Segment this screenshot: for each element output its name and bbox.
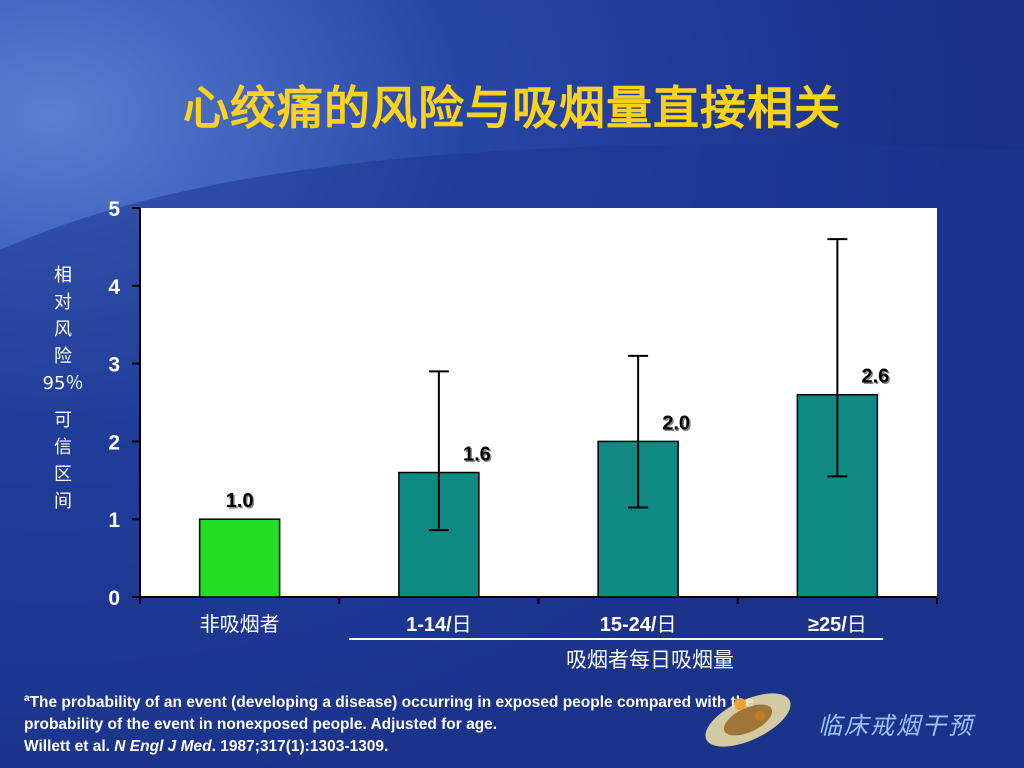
x-tick-label-unit: 非吸烟者 [200, 612, 280, 636]
y-tick-label: 0 [108, 587, 120, 610]
x-tick-label: 15-24/日 [600, 612, 677, 636]
footnote-marker: a [24, 693, 30, 704]
journal-name: N Engl J Med [114, 738, 212, 756]
y-axis-label-char: 间 [54, 491, 72, 512]
y-axis-label-char: 95％ [42, 373, 84, 394]
x-tick-label: 1-14/日 [406, 612, 472, 636]
y-tick-label: 3 [108, 354, 120, 377]
x-tick-label: 非吸烟者 [200, 612, 280, 636]
y-tick-label: 2 [108, 431, 120, 454]
data-label-shadow: 2.6 [863, 367, 891, 389]
data-label: 1.6 [463, 444, 491, 466]
y-axis-label-char: 可 [54, 410, 72, 431]
x-tick-label-unit: 日 [847, 612, 867, 636]
program-logo [705, 693, 791, 747]
bar-chart: 0123451.01.0非吸烟者1.61.61-14/日2.02.015-24/… [108, 198, 938, 640]
slide-title: 心绞痛的风险与吸烟量直接相关 [183, 81, 841, 135]
data-label: 1.0 [226, 490, 254, 512]
y-axis-label-char: 对 [54, 292, 72, 313]
footnote-definition-cont: probability of the event in nonexposed p… [24, 716, 498, 734]
data-label-shadow: 1.0 [227, 492, 255, 514]
x-tick-label-range: 1-14/ [406, 614, 452, 636]
reference: Willett et al. N Engl J Med. 1987;317(1)… [24, 738, 389, 756]
footnote-definition: aThe probability of an event (developing… [24, 693, 754, 712]
footnote: aThe probability of an event (developing… [24, 688, 984, 758]
x-axis-title: 吸烟者每日吸烟量 [566, 648, 734, 672]
data-label-shadow: 2.0 [664, 414, 692, 436]
y-axis-label-char: 区 [54, 464, 72, 485]
y-axis-label: 相对风险 95％ 可信区间 [36, 262, 90, 515]
x-tick-label-unit: 日 [452, 612, 472, 636]
logo-text: 临床戒烟干预 [818, 712, 974, 740]
data-label-shadow: 1.6 [464, 445, 492, 467]
data-label: 2.0 [662, 412, 690, 434]
y-tick-label: 4 [108, 276, 120, 299]
y-axis-label-char: 相 [54, 265, 72, 286]
x-tick-label-range: ≥25/ [808, 614, 847, 636]
x-tick-label-range: 15-24/ [600, 614, 657, 636]
bar [198, 518, 281, 598]
x-tick-label-unit: 日 [656, 612, 676, 636]
y-axis-label-char: 险 [54, 346, 72, 367]
x-tick-label: ≥25/日 [808, 612, 867, 636]
data-label: 2.6 [861, 366, 889, 388]
y-tick-label: 1 [108, 509, 120, 532]
y-axis-label-char: 信 [54, 437, 72, 458]
y-tick-label: 5 [108, 198, 120, 221]
y-axis-label-char: 风 [54, 319, 72, 340]
